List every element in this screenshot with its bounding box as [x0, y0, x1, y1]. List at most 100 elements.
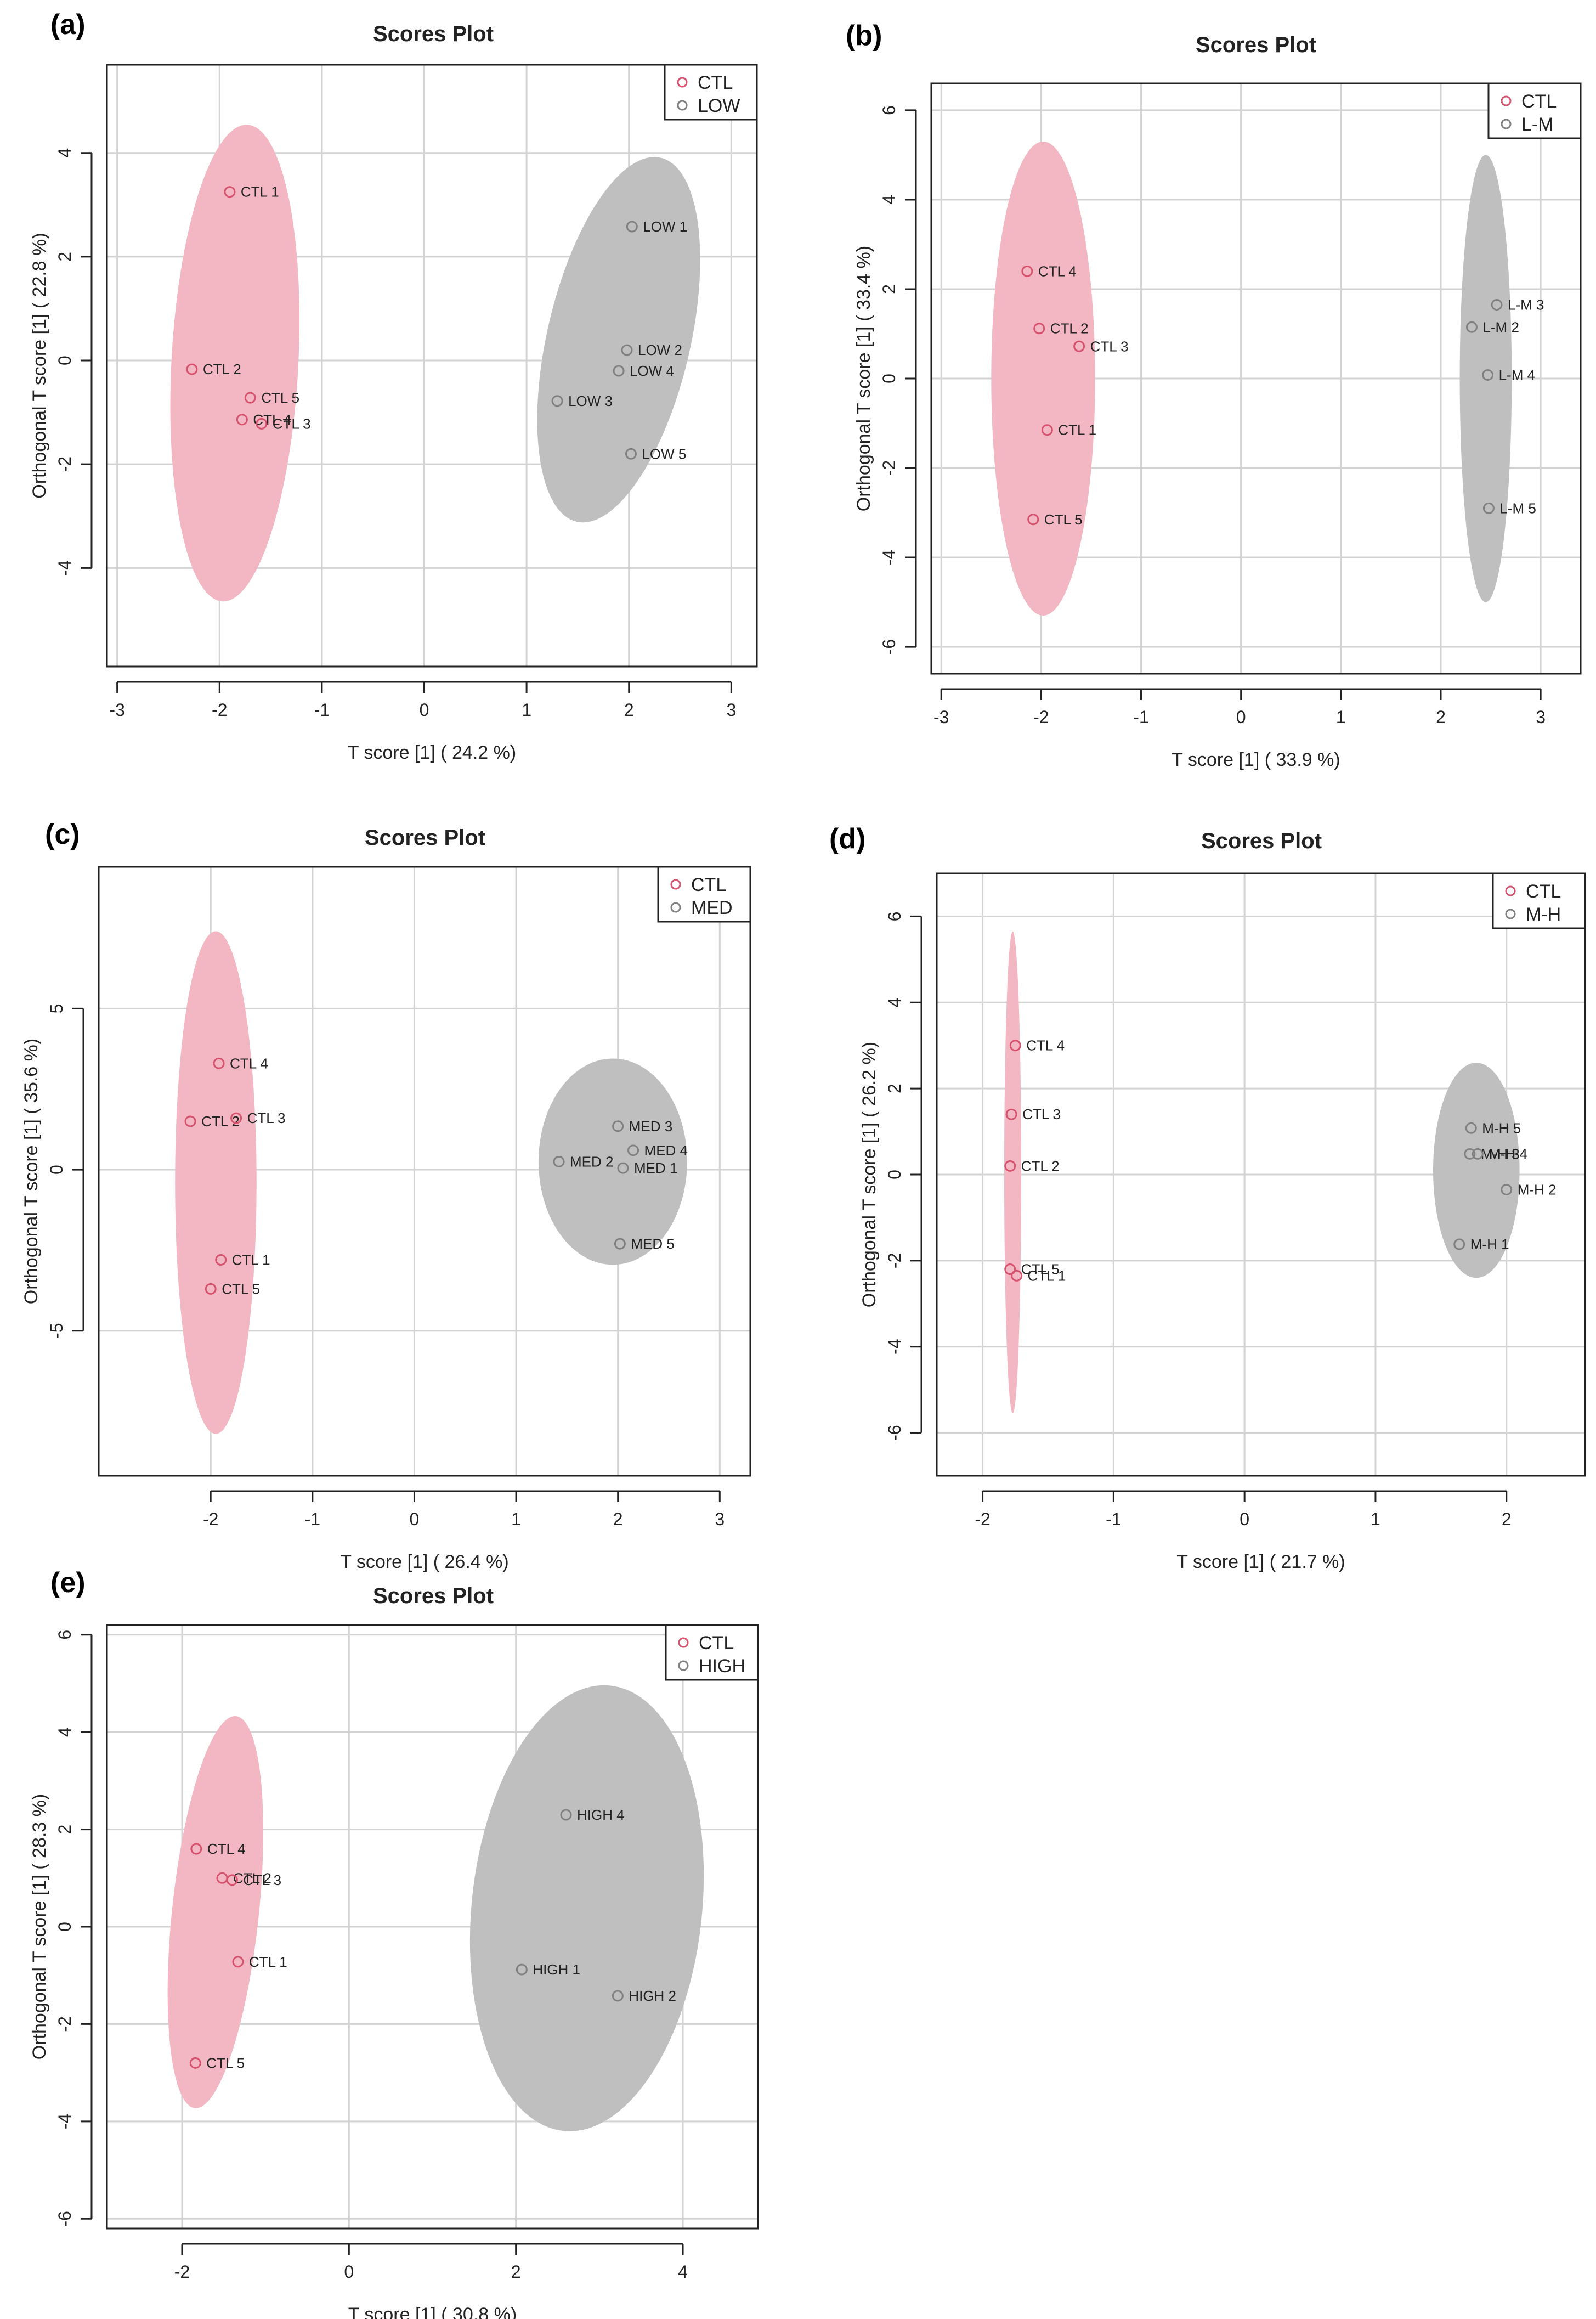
x-tick-label: 0 — [410, 1509, 420, 1529]
chart-title: Scores Plot — [373, 1584, 494, 1608]
legend-box — [664, 64, 758, 121]
x-tick-label: -2 — [212, 700, 227, 720]
point-label: CTL 1 — [241, 184, 279, 200]
data-point-med — [617, 1162, 629, 1174]
data-point-ctl — [184, 1115, 196, 1127]
x-axis-label: T score [1] ( 26.4 %) — [340, 1551, 508, 1572]
panel-c: (c) Scores Plot CTL 4 CTL 2 CTL 3 CTL 1 CTL 5 M… — [21, 819, 751, 1572]
confidence-ellipse-low — [537, 157, 700, 523]
panel-label: (c) — [45, 819, 80, 850]
point-label: CTL 4 — [207, 1841, 246, 1857]
plot-frame — [930, 82, 1582, 675]
point-label: CTL 4 — [230, 1055, 268, 1071]
data-point-ctl — [224, 186, 236, 198]
data-point-ctl — [244, 392, 256, 404]
point-label: L-M 5 — [1499, 500, 1536, 516]
data-point-ctl — [1021, 265, 1033, 277]
y-tick-label: 6 — [879, 105, 899, 115]
y-tick-label: 2 — [885, 1084, 904, 1093]
point-label: CTL 1 — [232, 1252, 270, 1268]
y-tick-label: 4 — [885, 997, 904, 1007]
legend-box — [665, 1624, 759, 1681]
x-tick-label: -1 — [1106, 1509, 1121, 1529]
y-tick-label: 6 — [55, 1630, 75, 1640]
y-tick-label: -4 — [55, 560, 75, 575]
x-tick-label: -1 — [314, 700, 330, 720]
confidence-ellipse-ctl — [175, 931, 257, 1434]
legend-marker-l-m — [1501, 119, 1512, 129]
data-point-l-m — [1465, 321, 1478, 333]
data-point-l-m — [1491, 299, 1503, 311]
y-tick-label: -4 — [885, 1339, 904, 1354]
point-label: CTL 2 — [1021, 1158, 1060, 1174]
data-point-ctl — [236, 414, 248, 426]
point-label: CTL 2 — [201, 1113, 240, 1130]
panel-a: (a) Scores Plot CTL 1 CTL 2 CTL 5 CTL 4 CTL 3 L… — [29, 9, 758, 763]
x-tick-label: 1 — [1336, 707, 1346, 727]
point-label: M-H 5 — [1482, 1120, 1521, 1136]
y-tick-label: -4 — [879, 550, 899, 565]
y-tick-label: 2 — [55, 252, 75, 262]
x-tick-label: 1 — [522, 700, 531, 720]
y-tick-label: -5 — [47, 1323, 66, 1338]
x-tick-label: -2 — [975, 1509, 990, 1529]
point-label: CTL 1 — [1028, 1267, 1066, 1284]
point-label: LOW 3 — [568, 393, 613, 409]
data-point-ctl — [1073, 340, 1085, 352]
point-label: CTL 5 — [222, 1280, 260, 1297]
y-tick-label: 0 — [47, 1165, 66, 1175]
y-tick-label: 4 — [55, 148, 75, 158]
x-tick-label: -2 — [203, 1509, 218, 1529]
point-label: MED 5 — [631, 1235, 674, 1252]
x-tick-label: -3 — [109, 700, 124, 720]
legend-marker-ctl — [678, 1637, 689, 1648]
x-tick-label: 1 — [1371, 1509, 1380, 1529]
confidence-ellipse-ctl — [170, 125, 300, 602]
point-label: CTL 2 — [233, 1870, 271, 1886]
data-point-l-m — [1482, 502, 1495, 514]
point-label: LOW 2 — [638, 342, 682, 358]
legend-marker-ctl — [677, 77, 688, 88]
chart-title: Scores Plot — [373, 22, 494, 46]
x-tick-label: 3 — [726, 700, 736, 720]
y-tick-label: 2 — [55, 1825, 75, 1835]
x-tick-label: 2 — [1436, 707, 1446, 727]
legend-marker-med — [670, 902, 681, 913]
data-point-low — [626, 221, 638, 233]
y-axis-label: Orthogonal T score [1] ( 33.4 %) — [853, 246, 874, 511]
data-point-low — [551, 395, 563, 407]
data-point-m-h — [1465, 1122, 1477, 1134]
confidence-ellipse-ctl — [167, 1716, 264, 2108]
data-point-low — [625, 448, 637, 460]
y-tick-label: -2 — [55, 2016, 75, 2032]
legend-label-l-m: L-M — [1521, 114, 1554, 135]
y-tick-label: -6 — [885, 1425, 904, 1440]
legend-label-ctl: CTL — [1521, 91, 1557, 112]
data-point-m-h — [1464, 1148, 1476, 1160]
x-axis-label: T score [1] ( 33.9 %) — [1171, 749, 1340, 770]
x-tick-label: 2 — [624, 700, 634, 720]
point-label: M-H 2 — [1518, 1181, 1557, 1198]
y-tick-label: 2 — [879, 284, 899, 294]
point-label: CTL 5 — [206, 2055, 245, 2071]
y-tick-label: -4 — [55, 2114, 75, 2129]
chart-title: Scores Plot — [1196, 33, 1316, 57]
legend-label-ctl: CTL — [699, 1633, 734, 1654]
y-tick-label: -6 — [879, 639, 899, 654]
data-point-high — [560, 1809, 572, 1821]
x-tick-label: -2 — [1033, 707, 1049, 727]
y-tick-label: -2 — [879, 460, 899, 476]
legend-marker-ctl — [670, 879, 681, 890]
data-point-ctl — [1041, 424, 1053, 436]
x-tick-label: 2 — [1502, 1509, 1512, 1529]
y-tick-label: 4 — [879, 195, 899, 205]
legend-marker-low — [677, 100, 688, 111]
data-point-low — [621, 344, 633, 356]
legend-label-ctl: CTL — [698, 72, 733, 93]
data-point-ctl — [1009, 1040, 1021, 1052]
x-axis-label: T score [1] ( 21.7 %) — [1176, 1551, 1345, 1572]
data-point-ctl — [205, 1283, 217, 1295]
